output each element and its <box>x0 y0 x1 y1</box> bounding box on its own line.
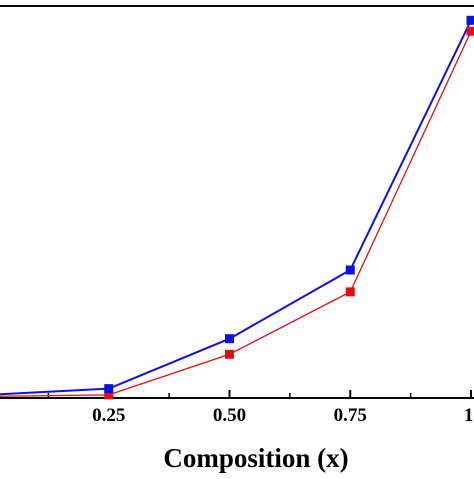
series-0-point <box>467 16 474 25</box>
series-1-point <box>467 27 474 36</box>
series-1-point <box>225 350 234 359</box>
series-0-point <box>225 334 234 343</box>
series-0-point <box>346 266 355 275</box>
x-tick-label: 1. <box>464 405 474 426</box>
series-0-point <box>104 384 113 393</box>
series-1-point <box>346 287 355 296</box>
x-axis-label: Composition (x) <box>163 443 348 473</box>
x-tick-label: 0.25 <box>92 405 125 426</box>
x-tick-label: 0.75 <box>334 405 367 426</box>
x-tick-label: 0.50 <box>213 405 246 426</box>
